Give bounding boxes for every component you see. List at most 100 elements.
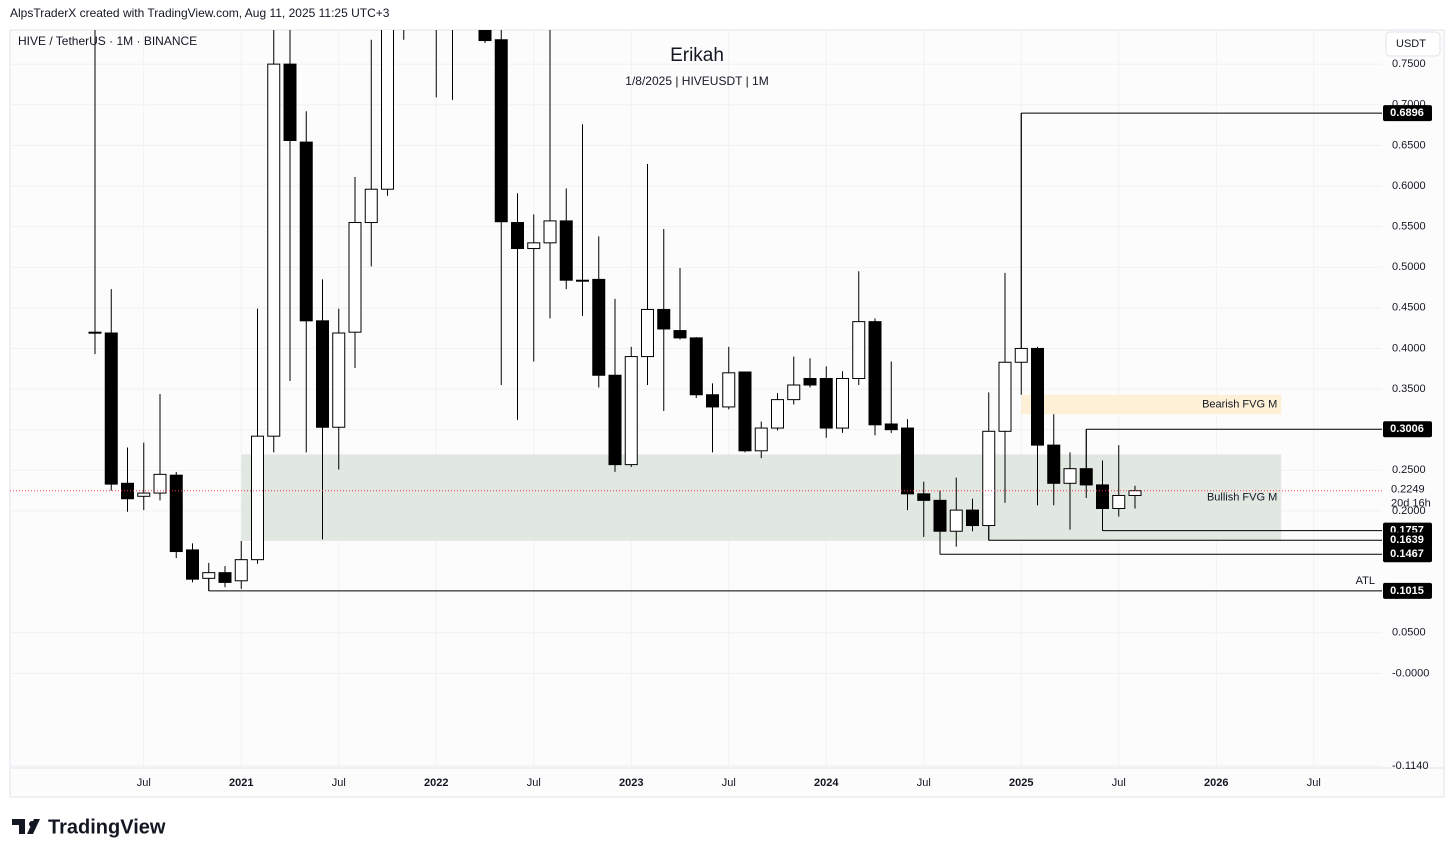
candle-body [852,321,866,380]
brand: TradingView [48,816,166,838]
plot [88,30,1282,591]
candle-body [299,141,313,322]
y-tick-label: 0.6000 [1392,180,1426,192]
candle-body [657,308,671,330]
y-tick-label: 0.4000 [1392,342,1426,354]
candle-body [1014,347,1028,363]
candle-body [949,509,963,532]
candle-body [364,188,378,224]
candle-body [592,278,606,376]
candle-body [153,473,167,494]
atl-label: ATL [1356,575,1375,587]
x-tick-label: Jul [527,777,541,789]
candle-body [673,330,687,339]
x-tick-label: 2022 [424,777,448,789]
candle-body [576,279,589,282]
candle-body [1096,484,1109,509]
y-tick-label: 0.6500 [1392,139,1426,151]
x-tick-label: Jul [1307,777,1321,789]
candle-body [543,220,557,244]
candle-body [316,320,329,428]
candle-body [917,493,931,501]
candle-body [933,499,947,532]
brand-logo [12,819,40,834]
chart-subtitle: 1/8/2025 | HIVEUSDT | 1M [625,74,768,88]
chart-title: Erikah [670,45,724,66]
candle-body [511,222,524,250]
candle-body [803,378,817,386]
price-tag [1383,582,1432,599]
candle-body [771,399,784,429]
x-tick-label: 2026 [1204,777,1228,789]
y-tick-label: 0.4500 [1392,302,1426,314]
fvg-label: Bearish FVG M [1202,398,1277,410]
candle-body [722,372,736,408]
candle-body [1079,468,1093,486]
x-tick-label: Jul [332,777,346,789]
candle-body [527,242,541,250]
candle-body [104,332,118,485]
candle-body [559,220,573,281]
symbol: HIVE / TetherUS · 1M · BINANCE [18,34,197,48]
candle-body [218,572,232,583]
candle-body [478,30,492,42]
candle-body [836,378,849,429]
y-tick-label: 0.5000 [1392,261,1426,273]
price-tag [1383,421,1432,438]
candle-body [982,430,996,527]
price-tag-label: 0.3006 [1390,423,1424,435]
currency[interactable]: USDT [1396,38,1426,50]
candle-body [998,361,1012,432]
y-tick-label: 0.2500 [1392,464,1426,476]
price-tag-label: 0.1015 [1390,585,1424,597]
price-tag [1383,546,1432,563]
fvg-label: Bullish FVG M [1207,492,1277,504]
candle-body [283,63,297,141]
candle-body [738,371,752,452]
price-tag-label: 0.1467 [1390,548,1424,560]
candle-body [202,572,216,579]
credit: AlpsTraderX created with TradingView.com… [10,6,390,20]
candle-body [868,321,882,426]
candle-body [641,308,654,358]
candle-body [251,435,264,561]
x-tick-label: 2023 [619,777,643,789]
candle-body [267,63,281,437]
x-tick-label: Jul [917,777,931,789]
candle-body [1128,490,1142,496]
candle-body [1063,468,1077,484]
x-tick-label: Jul [137,777,151,789]
x-tick-label: 2025 [1009,777,1033,789]
candle-body [608,374,622,466]
fvg-zone [1021,394,1282,415]
candle-body [234,559,248,582]
candle-body [754,427,768,452]
candle-body [819,378,833,429]
y-tick-label: 0.0500 [1392,627,1426,639]
y-tick-label: 0.7500 [1392,58,1426,70]
y-tick-label: 0.5500 [1392,220,1426,232]
candle-body [1112,494,1126,509]
y-tick-label: 0.3500 [1392,383,1426,395]
axes: 0.75000.70000.65000.60000.55000.50000.45… [137,58,1430,789]
candle-body [88,331,102,334]
x-tick-label: Jul [1112,777,1126,789]
candle-body [966,509,979,527]
countdown: 20d 16h [1391,498,1431,510]
candle-body [1031,347,1044,446]
x-tick-label: 2021 [229,777,253,789]
candle-body [348,222,362,333]
candle-body [137,492,151,497]
y-tick-label: -0.1140 [1392,760,1429,772]
candle-body [706,394,719,408]
candle-body [494,39,508,223]
candle-body [169,474,183,553]
last-price-label: 0.2249 [1391,484,1425,496]
y-tick-label: 0.2000 [1392,505,1426,517]
y-tick-label: -0.0000 [1392,667,1429,679]
currency-button[interactable] [1385,31,1441,57]
price-tag [1383,105,1432,122]
candle-body [1047,444,1061,484]
candle-body [624,356,638,466]
